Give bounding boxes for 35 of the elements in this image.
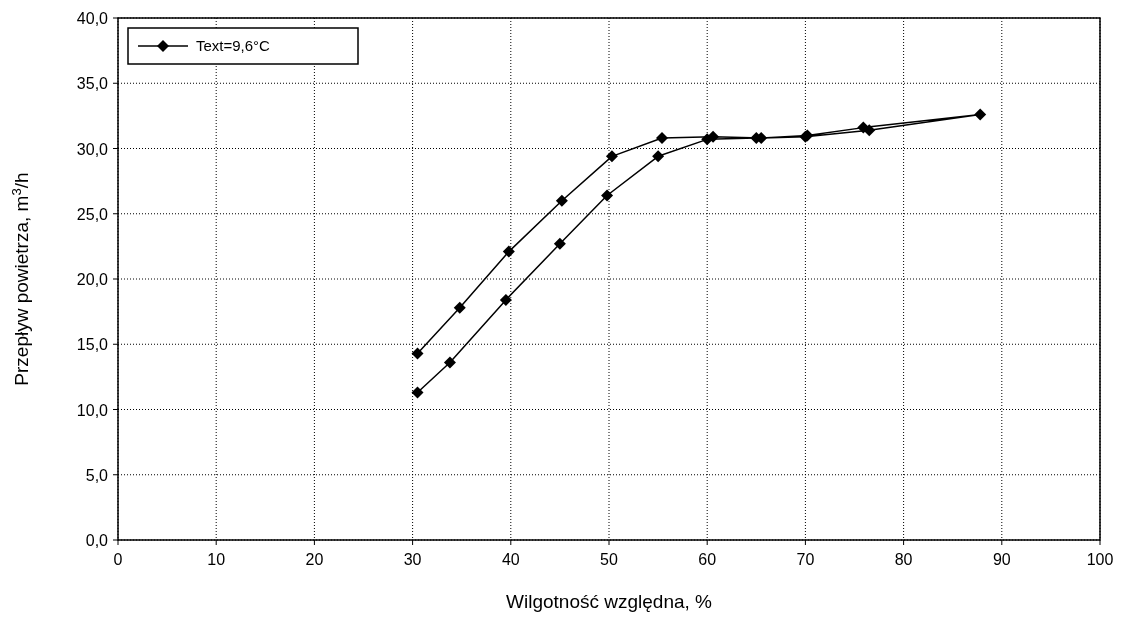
point <box>601 189 614 202</box>
x-tick-label: 0 <box>113 551 123 568</box>
point <box>502 245 515 258</box>
y-tick-label: 10,0 <box>76 401 109 419</box>
point <box>499 293 512 306</box>
point <box>411 386 424 399</box>
x-tick-label: 80 <box>894 551 913 568</box>
x-tick-label: 50 <box>600 551 618 568</box>
legend-label: Text=9,6°C <box>196 37 271 54</box>
point <box>555 194 568 207</box>
y-tick-label: 0,0 <box>85 532 109 549</box>
point <box>652 150 665 163</box>
y-tick-label: 30,0 <box>76 140 109 158</box>
point <box>443 356 456 369</box>
y-tick-label: 25,0 <box>76 205 109 223</box>
x-tick-label: 10 <box>207 551 226 568</box>
y-tick-label: 5,0 <box>85 466 109 484</box>
x-tick-label: 20 <box>305 551 324 568</box>
point <box>453 301 466 314</box>
point <box>974 108 987 121</box>
x-tick-label: 100 <box>1086 551 1114 568</box>
y-tick-label: 35,0 <box>76 75 109 93</box>
x-tick-label: 70 <box>796 551 815 568</box>
x-axis-title: Wilgotność względna, % <box>506 591 713 612</box>
y-tick-label: 40,0 <box>76 10 109 27</box>
y-tick-label: 20,0 <box>76 271 109 288</box>
point <box>553 237 566 250</box>
point <box>656 132 669 145</box>
point <box>605 150 618 163</box>
y-tick-label: 15,0 <box>76 336 109 354</box>
point <box>411 347 424 360</box>
x-tick-label: 30 <box>403 551 422 568</box>
x-tick-label: 90 <box>992 551 1011 568</box>
x-tick-label: 40 <box>501 551 520 568</box>
x-tick-label: 60 <box>698 551 717 568</box>
